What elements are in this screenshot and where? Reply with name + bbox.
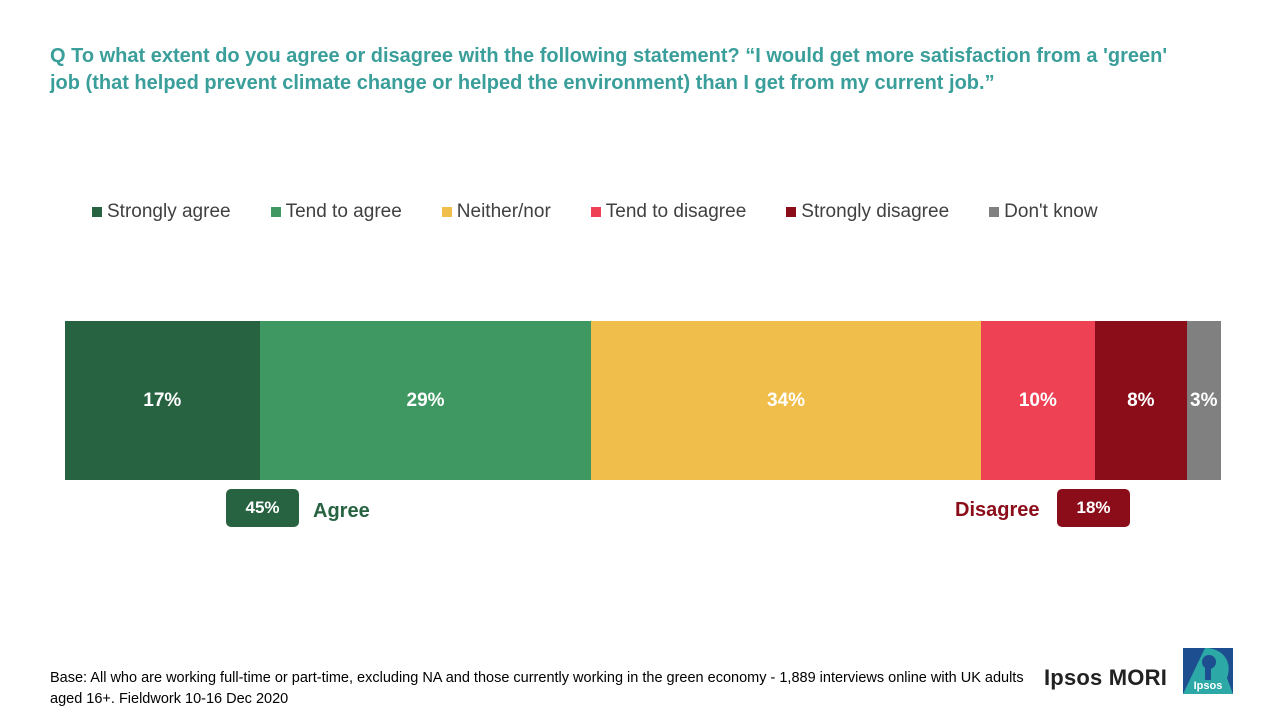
legend-item-neither-nor: Neither/nor xyxy=(441,201,551,223)
legend-swatch-dont-know xyxy=(989,207,1000,217)
bar-segment-dont-know: 3% xyxy=(1186,321,1221,480)
ipsos-logo: Ipsos xyxy=(1183,648,1233,694)
agree-label: Agree xyxy=(313,500,370,522)
data-label-strongly-agree: 17% xyxy=(143,389,182,411)
question-title: Q To what extent do you agree or disagre… xyxy=(50,45,1168,94)
bar-segment-tend-to-agree: 29% xyxy=(259,321,592,480)
legend-item-strongly-agree: Strongly agree xyxy=(92,201,231,223)
legend-item-strongly-disagree: Strongly disagree xyxy=(786,201,949,223)
stacked-bar: 17% 29% 34% 10% 8% 3% xyxy=(65,321,1221,480)
agree-total-badge: 45% xyxy=(226,489,299,527)
data-label-strongly-disagree: 8% xyxy=(1127,389,1155,411)
legend-label-strongly-disagree: Strongly disagree xyxy=(801,201,950,222)
bar-segment-strongly-disagree: 8% xyxy=(1095,321,1187,480)
legend-label-neither-nor: Neither/nor xyxy=(456,201,551,222)
legend-swatch-tend-to-disagree xyxy=(590,207,601,217)
brand-wordmark: Ipsos MORI xyxy=(1044,665,1168,690)
legend-swatch-strongly-disagree xyxy=(786,207,797,217)
data-label-dont-know: 3% xyxy=(1190,389,1218,411)
data-label-neither-nor: 34% xyxy=(767,389,806,411)
data-label-tend-to-agree: 29% xyxy=(406,389,445,411)
legend-label-dont-know: Don't know xyxy=(1004,201,1098,222)
bar-segment-neither-nor: 34% xyxy=(591,321,981,480)
legend-swatch-strongly-agree xyxy=(92,207,102,217)
legend-swatch-tend-to-agree xyxy=(270,207,281,217)
legend-item-dont-know: Don't know xyxy=(989,201,1098,223)
bar-segment-strongly-agree: 17% xyxy=(65,321,260,480)
legend-label-strongly-agree: Strongly agree xyxy=(107,201,231,222)
legend-label-tend-to-disagree: Tend to disagree xyxy=(605,201,747,222)
base-footnote: Base: All who are working full-time or p… xyxy=(50,670,1024,707)
legend-label-tend-to-agree: Tend to agree xyxy=(285,201,402,222)
chart-legend: Strongly agree Tend to agree Neither/nor… xyxy=(92,200,1098,224)
legend-swatch-neither-nor xyxy=(441,207,452,217)
disagree-label: Disagree xyxy=(955,499,1040,521)
data-label-tend-to-disagree: 10% xyxy=(1018,389,1057,411)
legend-item-tend-to-agree: Tend to agree xyxy=(270,201,402,223)
bar-segment-tend-to-disagree: 10% xyxy=(980,321,1096,480)
logo-text: Ipsos xyxy=(1193,680,1223,692)
legend-item-tend-to-disagree: Tend to disagree xyxy=(590,201,747,223)
ipsos-logo-icon xyxy=(1183,648,1233,694)
disagree-total-badge: 18% xyxy=(1057,489,1130,527)
